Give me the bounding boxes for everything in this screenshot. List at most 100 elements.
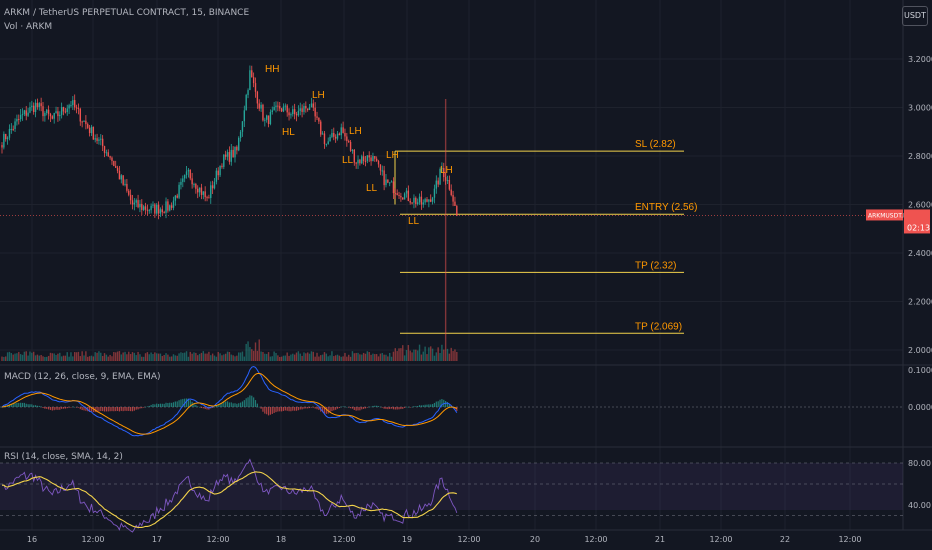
volume-bar <box>126 354 128 361</box>
candle-body <box>167 201 169 211</box>
volume-bar <box>79 356 81 361</box>
rsi-band <box>0 463 903 510</box>
volume-bar <box>6 352 9 361</box>
volume-bar <box>435 352 438 361</box>
candle-body <box>310 103 313 108</box>
candle-body <box>346 136 348 142</box>
macd-indicator-label[interactable]: MACD (12, 26, close, 9, EMA, EMA) <box>4 372 161 382</box>
macd-histogram-bar <box>137 407 139 410</box>
volume-bar <box>115 352 117 361</box>
candle-body <box>62 107 65 112</box>
candle-body <box>331 133 333 137</box>
volume-bar <box>223 354 225 361</box>
candle-body <box>258 103 260 109</box>
macd-histogram-bar <box>351 407 354 409</box>
volume-bar <box>361 354 363 361</box>
volume-bar <box>364 353 367 361</box>
time-tick-label: 17 <box>152 535 162 544</box>
macd-histogram-bar <box>340 406 342 408</box>
volume-bar <box>64 355 67 361</box>
swing-label: LH <box>440 165 453 176</box>
volume-bar <box>264 353 266 361</box>
candle-body <box>223 154 225 167</box>
candle-body <box>38 103 40 108</box>
macd-histogram-bar <box>161 403 163 407</box>
rsi-indicator-label[interactable]: RSI (14, close, SMA, 14, 2) <box>4 452 123 462</box>
candle-body <box>430 199 432 202</box>
candle-body <box>133 202 136 205</box>
candle-body <box>413 197 415 203</box>
volume-bar <box>362 352 365 361</box>
candle-body <box>450 189 452 196</box>
candle-body <box>202 191 205 195</box>
volume-bar <box>169 356 171 361</box>
candle-body <box>154 204 156 214</box>
macd-histogram-bar <box>305 407 307 409</box>
volume-bar <box>334 355 337 361</box>
macd-histogram-bar <box>381 407 383 408</box>
symbol-title[interactable]: ARKM / TetherUS PERPETUAL CONTRACT, 15, … <box>4 8 250 18</box>
macd-histogram-bar <box>303 407 305 409</box>
volume-indicator-label[interactable]: Vol · ARKM <box>4 22 53 32</box>
candle-body <box>316 116 318 118</box>
macd-histogram-bar <box>437 401 439 407</box>
candle-body <box>94 138 96 140</box>
candle-body <box>16 118 18 122</box>
volume-bar <box>107 356 109 361</box>
candle-body <box>293 109 296 115</box>
volume-bar <box>344 352 346 361</box>
candle-body <box>189 169 191 179</box>
candle-body <box>249 70 251 91</box>
candle-body <box>198 187 201 193</box>
macd-histogram-bar <box>294 407 296 411</box>
currency-button[interactable]: USDT <box>902 6 928 26</box>
macd-histogram-bar <box>264 407 266 414</box>
macd-histogram-bar <box>144 406 147 408</box>
macd-histogram-bar <box>322 407 324 413</box>
macd-histogram-bar <box>130 407 132 412</box>
volume-bar <box>279 356 281 361</box>
candle-body <box>357 159 359 164</box>
macd-histogram-bar <box>107 407 109 412</box>
candle-body <box>204 191 206 198</box>
candle-body <box>200 187 203 195</box>
volume-bar <box>424 346 426 361</box>
macd-histogram-bar <box>68 407 70 408</box>
candle-body <box>361 156 363 164</box>
volume-bar <box>215 356 218 361</box>
candle-body <box>219 165 221 176</box>
candle-body <box>1 145 3 148</box>
volume-bar <box>282 355 285 361</box>
volume-bar <box>85 351 87 361</box>
volume-bar <box>437 347 439 361</box>
macd-histogram-bar <box>254 400 257 407</box>
macd-histogram-bar <box>141 407 143 409</box>
volume-bar <box>277 355 279 361</box>
candle-body <box>101 138 104 147</box>
candle-body <box>163 212 165 214</box>
volume-bar <box>450 347 452 361</box>
macd-histogram-bar <box>59 407 61 410</box>
macd-histogram-bar <box>57 407 59 410</box>
macd-histogram-bar <box>284 407 286 411</box>
candle-body <box>439 169 441 185</box>
macd-histogram-bar <box>318 407 320 410</box>
candle-body <box>185 171 188 176</box>
macd-histogram-bar <box>89 407 91 412</box>
macd-histogram-bar <box>446 401 449 407</box>
volume-bar <box>390 356 393 361</box>
volume-bar <box>96 352 98 361</box>
volume-bar <box>109 354 111 361</box>
macd-histogram-bar <box>182 398 184 407</box>
macd-histogram-bar <box>372 405 374 407</box>
swing-label: LH <box>312 90 325 101</box>
volume-bar <box>318 356 320 361</box>
candle-body <box>279 106 281 109</box>
volume-bar <box>18 351 20 361</box>
macd-histogram-bar <box>72 406 74 408</box>
volume-bar <box>49 352 52 361</box>
candle-body <box>187 169 190 172</box>
time-tick-label: 12:00 <box>584 535 607 544</box>
macd-histogram-bar <box>368 406 370 408</box>
